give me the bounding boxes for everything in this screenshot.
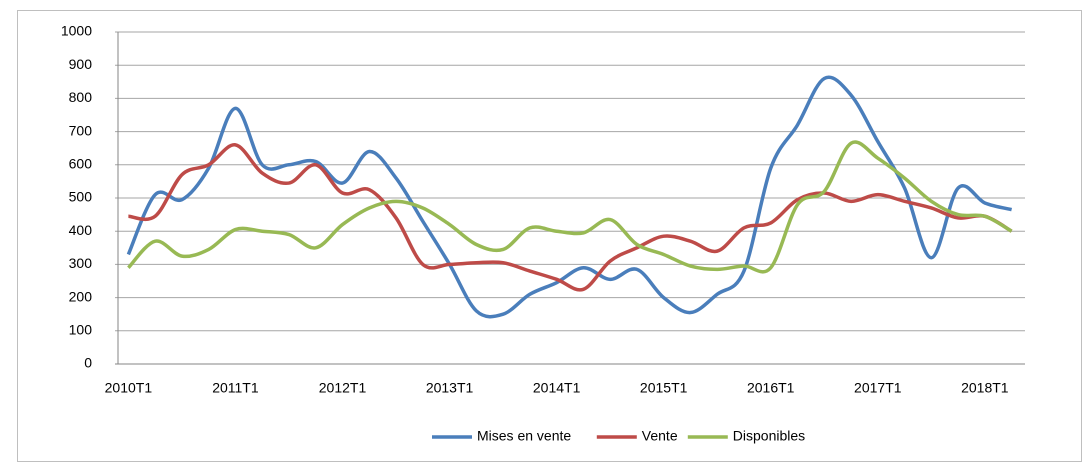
y-tick-label: 600 (69, 156, 93, 172)
y-tick-label: 500 (69, 189, 93, 205)
y-tick-label: 1000 (61, 23, 92, 39)
x-tick-label: 2010T1 (105, 380, 153, 396)
x-tick-label: 2016T1 (747, 380, 795, 396)
legend-label: Disponibles (733, 428, 805, 444)
legend-label: Vente (642, 428, 678, 444)
y-tick-label: 800 (69, 89, 93, 105)
x-tick-label: 2015T1 (640, 380, 688, 396)
y-tick-label: 100 (69, 322, 93, 338)
y-tick-label: 400 (69, 222, 93, 238)
series-line (128, 143, 1013, 292)
y-tick-label: 900 (69, 56, 93, 72)
y-tick-label: 300 (69, 255, 93, 271)
y-tick-label: 0 (84, 355, 92, 371)
x-tick-label: 2013T1 (426, 380, 474, 396)
x-tick-label: 2017T1 (854, 380, 902, 396)
x-tick-label: 2018T1 (961, 380, 1009, 396)
x-tick-label: 2011T1 (212, 380, 259, 396)
series-line (126, 75, 1013, 319)
series-line (127, 140, 1013, 274)
legend-label: Mises en vente (477, 428, 571, 444)
chart-border (17, 10, 1082, 462)
y-tick-label: 200 (69, 288, 93, 304)
x-tick-label: 2014T1 (533, 380, 581, 396)
x-tick-label: 2012T1 (319, 380, 367, 396)
y-tick-label: 700 (69, 122, 93, 138)
